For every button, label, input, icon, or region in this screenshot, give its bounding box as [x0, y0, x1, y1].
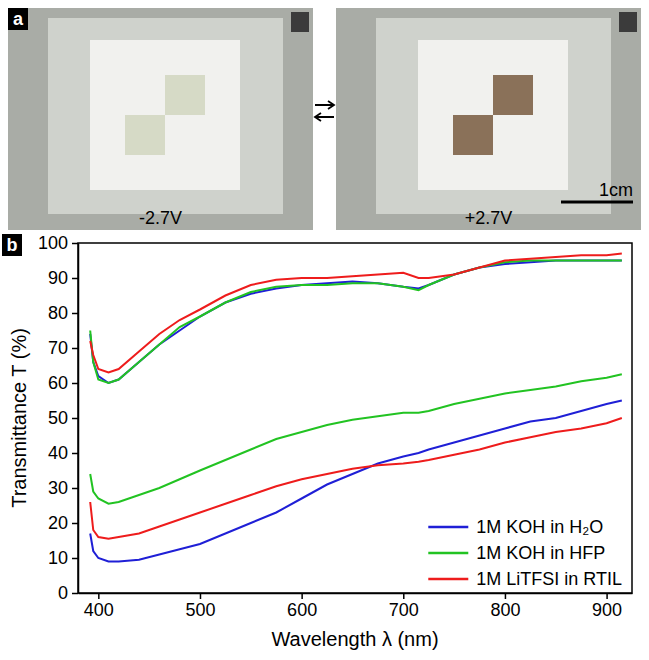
tick: 800	[490, 593, 520, 620]
tick: 700	[389, 593, 419, 620]
tick-mark	[72, 278, 78, 280]
series-line	[90, 418, 622, 539]
device-substrate	[48, 18, 283, 214]
tick-label: 700	[389, 600, 419, 620]
legend-swatch	[428, 526, 468, 529]
tick-label: 30	[48, 478, 68, 498]
tick: 10	[48, 548, 78, 568]
tick: 50	[48, 408, 78, 428]
legend-label: 1M KOH in HFP	[476, 543, 605, 563]
panel-label: b	[7, 235, 18, 255]
scale-bar-label: 1cm	[599, 180, 633, 200]
figure: -2.7V +2.7V 1cm a b 400 500 600 700 800 900 0 10 20 30…	[0, 0, 649, 660]
tick: 40	[48, 443, 78, 463]
electrode-square	[493, 75, 533, 115]
tick-label: 50	[48, 408, 68, 428]
tick-mark	[72, 348, 78, 350]
voltage-label: +2.7V	[465, 208, 513, 228]
electrode-square	[453, 115, 493, 155]
legend-label: 1M LiTFSI in RTIL	[476, 569, 622, 589]
tick: 20	[48, 513, 78, 533]
tick: 400	[84, 593, 114, 620]
legend-item: 1M KOH in HFP	[428, 543, 605, 563]
tick-mark	[72, 593, 78, 595]
tick-label: 400	[84, 600, 114, 620]
panel-label-box	[8, 8, 28, 30]
series-line	[90, 261, 622, 384]
tick-mark	[72, 383, 78, 385]
photo: +2.7V	[336, 8, 641, 230]
tick-mark	[72, 243, 78, 245]
photo-background	[8, 8, 313, 230]
panel-label: a	[13, 9, 24, 29]
photo: -2.7V	[8, 8, 313, 230]
tick: 0	[58, 583, 78, 603]
tick: 90	[48, 268, 78, 288]
tick-label: 900	[592, 600, 622, 620]
tick-label: 100	[38, 233, 68, 253]
panel-label-box	[2, 234, 22, 256]
plot-frame	[78, 243, 632, 593]
tick-mark	[72, 523, 78, 525]
tick-label: 20	[48, 513, 68, 533]
tick-label: 0	[58, 583, 68, 603]
device-window	[90, 40, 240, 190]
tick-mark	[200, 593, 202, 599]
arrow	[315, 101, 334, 109]
tick-label: 10	[48, 548, 68, 568]
tick-label: 60	[48, 373, 68, 393]
tick-mark	[301, 593, 303, 599]
legend-label: 1M KOH in H₂O	[476, 517, 603, 537]
device-window	[418, 40, 568, 190]
tick-label: 600	[287, 600, 317, 620]
tick-mark	[72, 488, 78, 490]
legend-item: 1M KOH in H₂O	[428, 517, 603, 537]
legend-swatch	[428, 552, 468, 555]
tick: 30	[48, 478, 78, 498]
photo-background	[336, 8, 641, 230]
tick: 70	[48, 338, 78, 358]
tick-mark	[505, 593, 507, 599]
tick-label: 90	[48, 268, 68, 288]
y-axis-title: Transmittance T (%)	[8, 328, 30, 508]
tick-label: 800	[490, 600, 520, 620]
electrode-square	[165, 75, 205, 115]
electrode-square	[125, 115, 165, 155]
clip	[619, 12, 637, 32]
clip	[291, 12, 309, 32]
tick: 500	[185, 593, 215, 620]
tick-label: 70	[48, 338, 68, 358]
tick-mark	[72, 418, 78, 420]
device-substrate	[376, 18, 611, 214]
tick-label: 500	[185, 600, 215, 620]
tick: 100	[38, 233, 78, 253]
tick: 900	[592, 593, 622, 620]
tick-label: 40	[48, 443, 68, 463]
tick: 600	[287, 593, 317, 620]
legend-swatch	[428, 578, 468, 581]
legend-item: 1M LiTFSI in RTIL	[428, 569, 622, 589]
series-line	[90, 254, 622, 373]
tick-mark	[403, 593, 405, 599]
tick-label: 80	[48, 303, 68, 323]
plot-area	[90, 254, 622, 562]
tick: 60	[48, 373, 78, 393]
series-line	[90, 401, 622, 562]
tick-mark	[606, 593, 608, 599]
x-axis: 400 500 600 700 800 900	[79, 593, 633, 620]
series-line	[90, 261, 622, 384]
voltage-label: -2.7V	[139, 208, 182, 228]
y-axis: 0 10 20 30 40 50 60 70 80 90 100	[38, 233, 79, 603]
tick-mark	[98, 593, 100, 599]
arrow	[315, 113, 334, 121]
scale-bar	[561, 201, 633, 204]
tick-mark	[72, 453, 78, 455]
tick-mark	[72, 313, 78, 315]
tick-mark	[72, 558, 78, 560]
axis-line	[79, 593, 633, 595]
series-line	[90, 374, 622, 504]
x-axis-title: Wavelength λ (nm)	[271, 628, 438, 650]
tick: 80	[48, 303, 78, 323]
legend: 1M KOH in H₂O 1M KOH in HFP 1M LiTFSI in R…	[428, 517, 622, 589]
